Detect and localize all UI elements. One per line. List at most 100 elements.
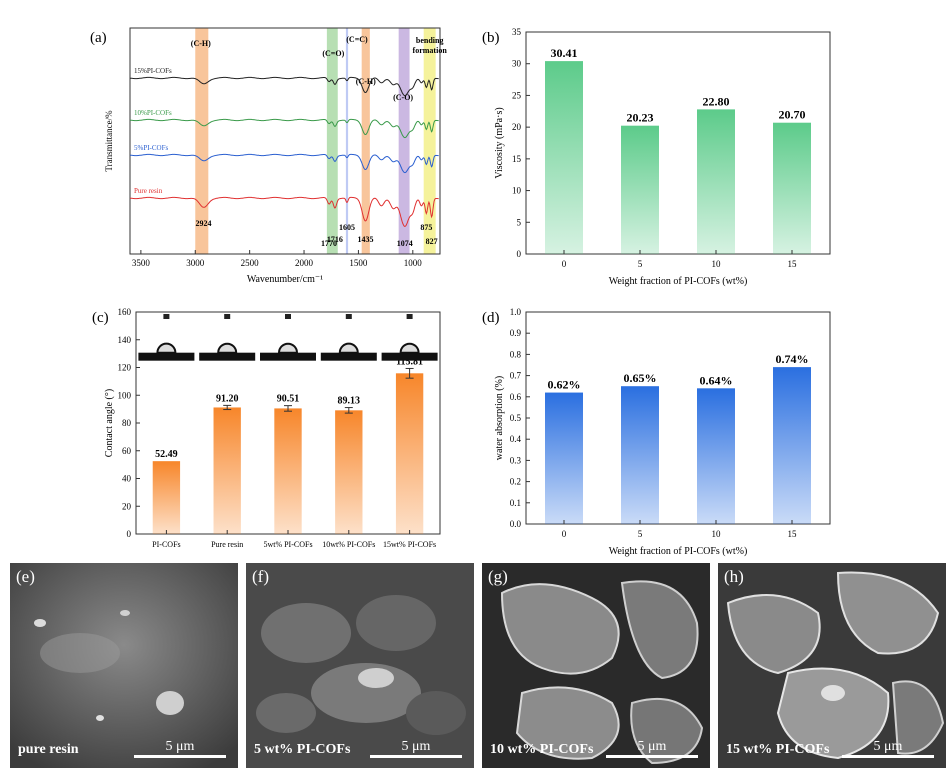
water-absorption-chart: 0.0 0.1 0.2 0.3 0.4 0.5 0.6 0.7 0.8 0.9 1.0 0.62% 0 0… — [482, 307, 831, 557]
y-tick-label: 0.7 — [510, 371, 522, 381]
substrate-inset — [320, 352, 377, 361]
series-line — [129, 76, 439, 97]
sem-letter: (g) — [488, 567, 508, 586]
sem-label: 5 wt% PI-COFs — [254, 742, 351, 757]
peak-label: 875 — [420, 223, 432, 232]
x-tick-label: 15 — [788, 529, 798, 539]
x-tick-label: 10 — [712, 259, 722, 269]
y-tick-label: 100 — [118, 390, 132, 400]
data-label: 20.23 — [627, 111, 654, 125]
x-tick-label: 5 — [638, 529, 643, 539]
y-tick-label: 35 — [512, 27, 522, 37]
substrate-inset — [138, 352, 195, 361]
data-label: 0.74% — [776, 352, 809, 366]
data-label: 30.41 — [551, 46, 578, 60]
droplet-inset — [338, 342, 359, 354]
bar — [773, 367, 811, 524]
needle-inset — [285, 314, 291, 319]
x-axis-label: Wavenumber/cm⁻¹ — [247, 274, 323, 285]
droplet-inset — [156, 342, 177, 354]
substrate-inset — [199, 352, 256, 361]
plot-frame — [129, 27, 441, 255]
peak-label: 1605 — [339, 223, 355, 232]
bar — [545, 61, 583, 255]
bar — [621, 125, 659, 255]
y-tick-label: 15 — [512, 154, 522, 164]
peak-label: 1435 — [357, 235, 373, 244]
y-tick-label: 0.1 — [510, 498, 521, 508]
peak-label: 1770 — [321, 239, 337, 248]
y-tick-label: 10 — [512, 186, 522, 196]
bar — [152, 461, 181, 534]
series-label: 10%PI-COFs — [134, 109, 172, 117]
y-tick-label: 25 — [512, 90, 522, 100]
band — [361, 28, 370, 254]
series-label: Pure resin — [134, 187, 163, 195]
bar — [335, 410, 363, 534]
droplet-inset — [277, 342, 299, 354]
data-label: 22.80 — [703, 94, 730, 108]
needle-inset — [163, 314, 170, 319]
y-tick-label: 0.4 — [510, 434, 522, 444]
y-tick-label: 0.8 — [510, 349, 522, 359]
data-label: 90.51 — [277, 394, 300, 405]
viscosity-chart: 0 5 10 15 20 25 30 35 30.41 0 20.23 5 22.80 10 20.70 15… — [482, 27, 831, 287]
needle-inset — [406, 314, 413, 319]
band-label: (C-H) — [191, 39, 211, 48]
y-axis-label: Viscosity (mPa·s) — [494, 107, 505, 178]
bar — [621, 386, 659, 524]
y-tick-label: 0.0 — [510, 519, 522, 529]
data-label: 0.65% — [624, 371, 657, 385]
x-tick-label: PI-COFs — [152, 540, 180, 549]
y-tick-label: 60 — [122, 446, 132, 456]
y-tick-label: 5 — [517, 217, 522, 227]
x-tick-label: 2500 — [241, 258, 259, 268]
sem-letter: (h) — [724, 567, 744, 586]
band — [326, 28, 338, 254]
panel-letter: (d) — [482, 310, 500, 326]
needle-inset — [224, 314, 231, 319]
peak-label: 1074 — [397, 239, 413, 248]
panel-letter: (a) — [90, 30, 107, 46]
x-tick-label: 3500 — [132, 258, 151, 268]
band-label: (C=O) — [322, 49, 344, 58]
droplet-inset — [217, 342, 238, 354]
x-tick-label: 3000 — [186, 258, 205, 268]
series-line — [129, 118, 439, 139]
sem-letter: (e) — [16, 567, 35, 586]
y-axis-label: Transmittance/% — [104, 110, 114, 172]
data-label: 20.70 — [779, 108, 806, 122]
panel-b-viscosity: 0 5 10 15 20 25 30 35 30.41 0 20.23 5 22.80 10 20.70 15… — [480, 18, 840, 290]
x-tick-label: 5 — [638, 259, 643, 269]
sem-texture-h — [718, 563, 946, 768]
sem-texture-f — [246, 563, 474, 768]
band — [195, 28, 209, 254]
bar — [395, 373, 424, 534]
band — [345, 28, 349, 254]
x-tick-label: 15wt% PI-COFs — [383, 540, 436, 549]
scale-bar: 5 μm — [370, 740, 462, 758]
series-line — [129, 196, 439, 227]
data-label: 115.81 — [396, 356, 423, 367]
sem-texture-g — [482, 563, 710, 768]
x-axis-label: Weight fraction of PI-COFs (wt%) — [609, 546, 748, 557]
sem-texture-e — [10, 563, 238, 768]
y-tick-label: 80 — [122, 418, 132, 428]
bar — [213, 407, 241, 534]
band-label: bending — [416, 36, 444, 45]
series-line — [129, 153, 439, 174]
scale-bar: 5 μm — [606, 740, 698, 758]
series-label: 15%PI-COFs — [134, 67, 172, 75]
sem-label: 15 wt% PI-COFs — [726, 742, 830, 757]
x-tick-label: 1000 — [404, 258, 423, 268]
data-label: 0.64% — [700, 373, 733, 387]
x-tick-label: 0 — [562, 259, 567, 269]
plot-frame — [525, 31, 831, 255]
ftir-chart: (C-H) (C=O)(C=C) (C-H) (C-O) bendingformatio… — [90, 27, 447, 285]
band — [398, 28, 410, 254]
x-tick-label: 10 — [712, 529, 722, 539]
y-tick-label: 20 — [122, 501, 132, 511]
sem-label: pure resin — [18, 742, 79, 757]
x-tick-label: 15 — [788, 259, 798, 269]
bar — [697, 388, 735, 524]
